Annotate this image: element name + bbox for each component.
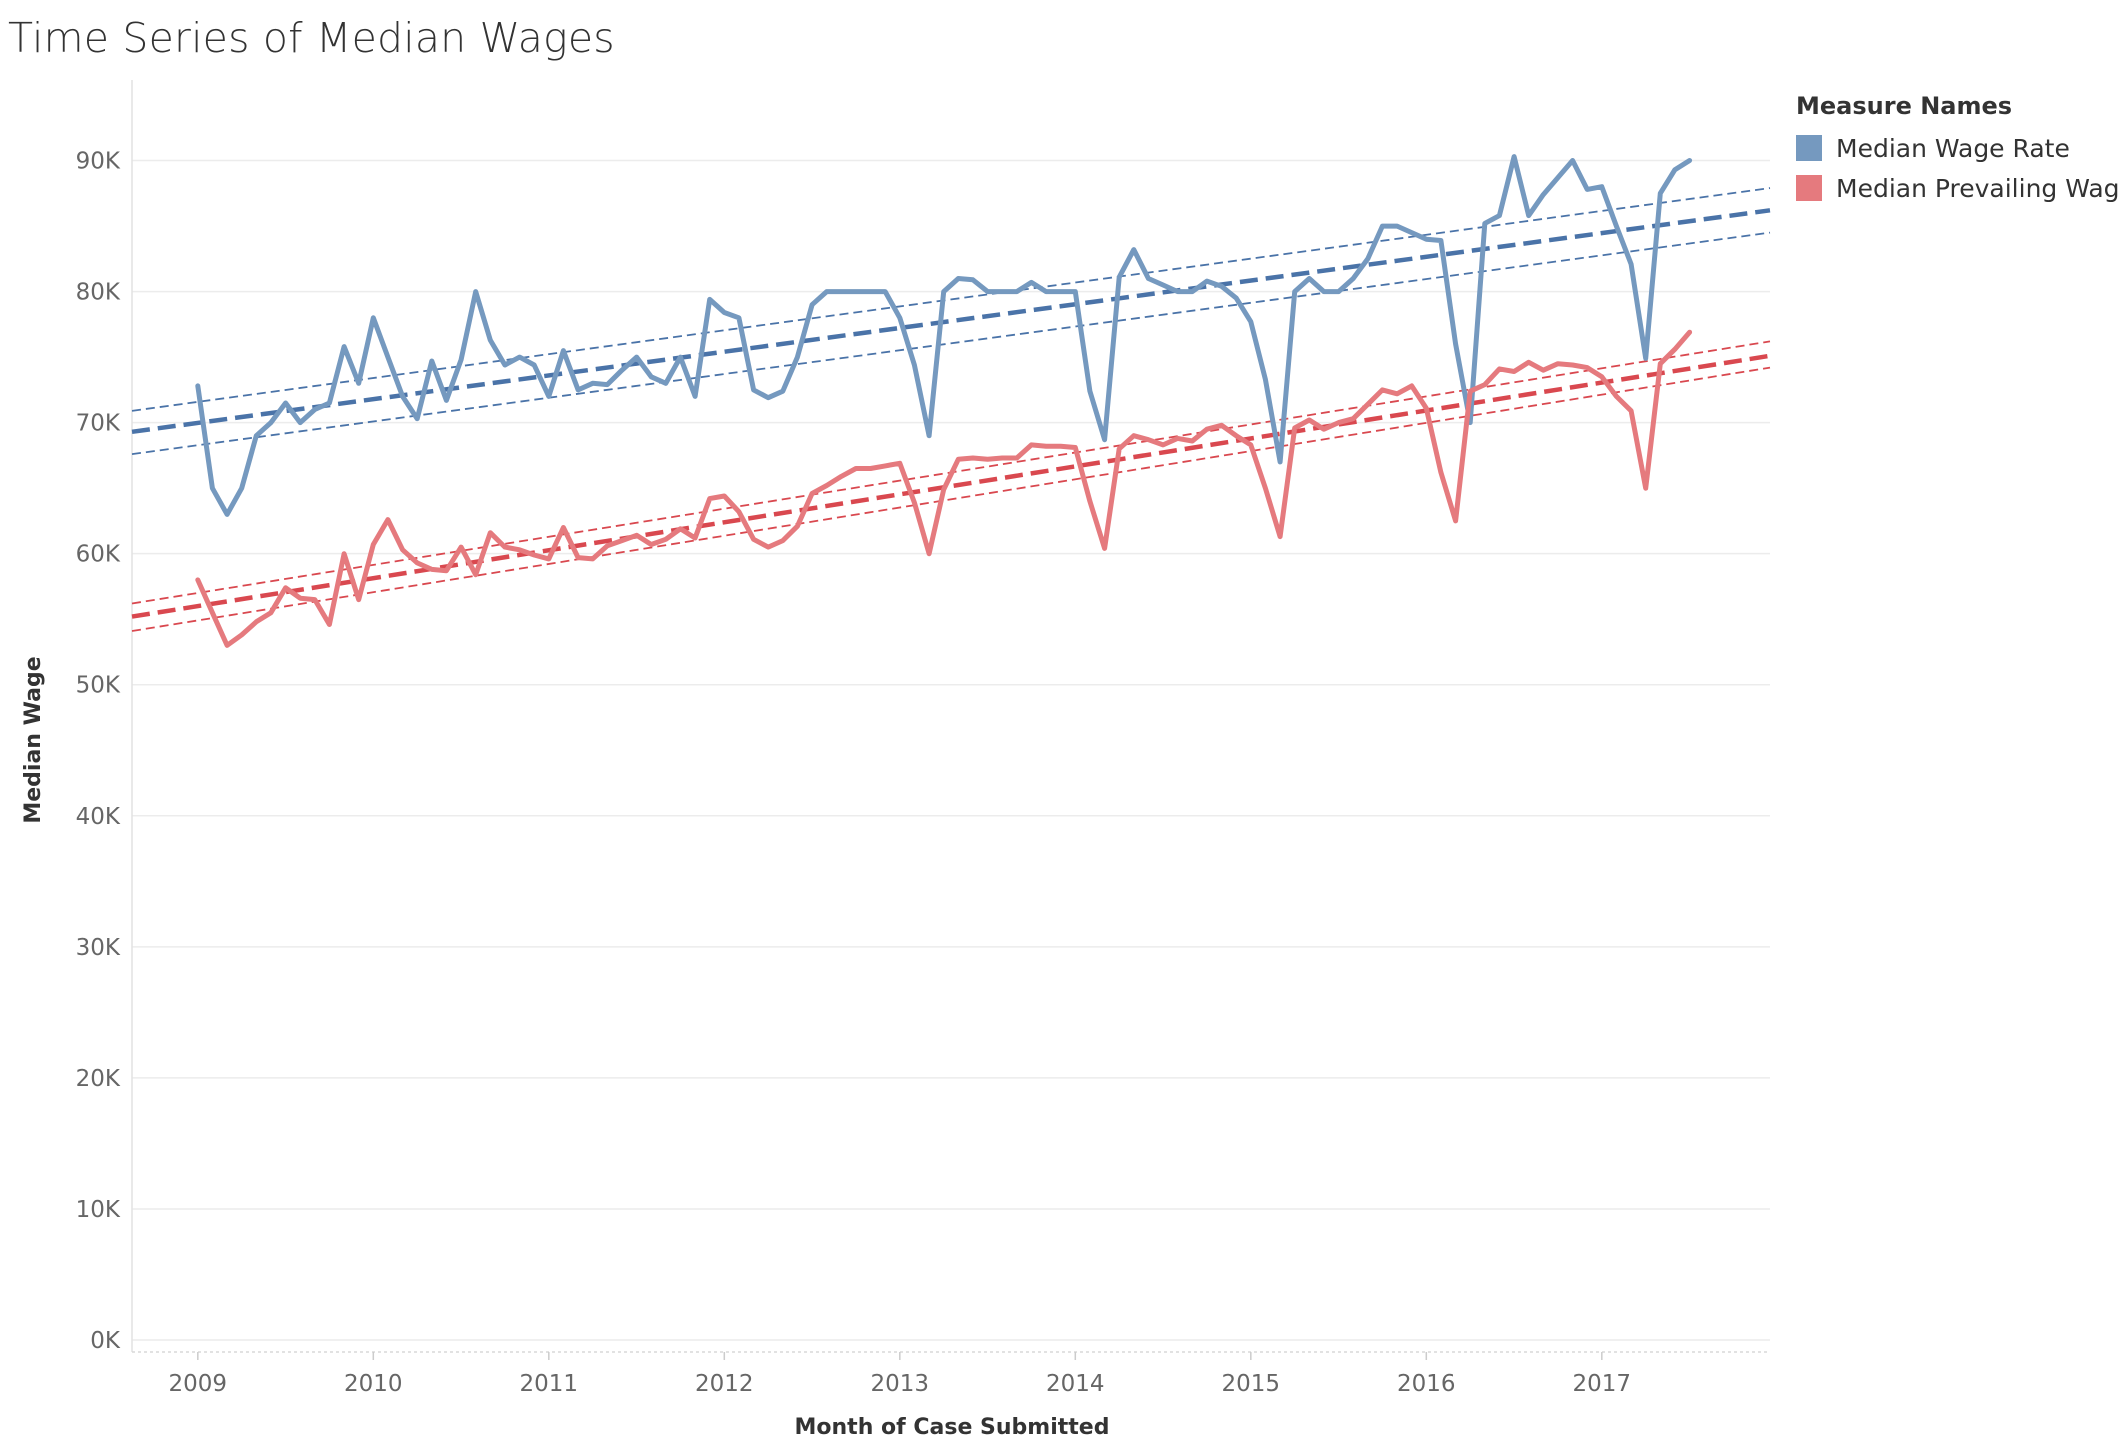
trend-band-upper [131,187,1771,412]
x-tick-label: 2010 [344,1371,403,1397]
legend-item-median-prevailing-wage[interactable]: Median Prevailing Wage [1796,168,2118,208]
y-tick-label: 90K [76,149,121,175]
x-tick-label: 2017 [1573,1371,1632,1397]
y-tick-label: 0K [90,1328,121,1354]
y-tick-label: 60K [76,542,121,568]
axes: 0K 10K 20K 30K 40K 50K 60K 70K 80K 90K 2009 2010 201… [76,80,1770,1397]
legend-swatch [1796,175,1822,201]
y-axis-title: Median Wage [21,656,46,823]
x-tick-label: 2011 [520,1371,579,1397]
x-tick-label: 2013 [871,1371,930,1397]
x-tick-label: 2015 [1222,1371,1281,1397]
x-tick-label: 2012 [695,1371,754,1397]
y-tick-label: 20K [76,1066,121,1092]
x-tick-label: 2014 [1046,1371,1105,1397]
y-tick-label: 10K [76,1197,121,1223]
x-tick-label: 2009 [169,1371,228,1397]
gridlines [132,159,1770,1341]
y-tick-label: 40K [76,804,121,830]
legend-swatch [1796,135,1822,161]
trend-band-lower [131,231,1771,455]
y-tick-label: 50K [76,673,121,699]
chart-title: Time Series of Median Wages [8,14,615,62]
trend-lines [131,187,1771,632]
y-tick-label: 70K [76,411,121,437]
y-tick-label: 30K [76,935,121,961]
series-lines [195,154,1693,648]
legend-label: Median Wage Rate [1836,133,2070,163]
trend-line [131,208,1771,435]
legend-label: Median Prevailing Wage [1836,173,2118,203]
series-line-median-prevailing-wage [195,329,1693,648]
x-tick-label: 2016 [1397,1371,1456,1397]
trend-line [131,353,1771,619]
series-line-median-wage-rate [195,154,1693,517]
legend: Measure Names Median Wage Rate Median Pr… [1796,92,2118,208]
x-axis-title: Month of Case Submitted [795,1415,1110,1440]
legend-title: Measure Names [1796,92,2013,120]
trend-band-lower [131,366,1771,632]
y-tick-label: 80K [76,280,121,306]
legend-item-median-wage-rate[interactable]: Median Wage Rate [1796,128,2118,168]
